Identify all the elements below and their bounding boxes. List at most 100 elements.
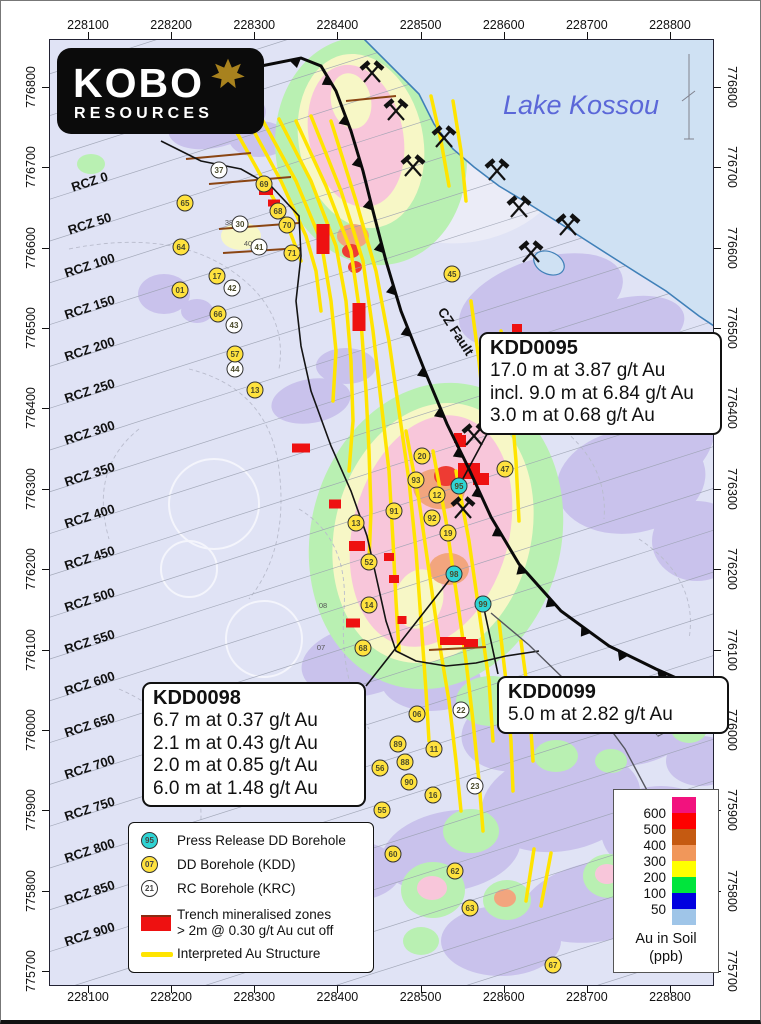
fault-tooth — [471, 486, 483, 498]
survey-mark — [681, 90, 696, 102]
dd-borehole-13: 13 — [347, 514, 365, 532]
topo-contour — [102, 428, 140, 540]
map-legend: 95 Press Release DD Borehole 07 DD Boreh… — [128, 822, 374, 973]
dd-borehole-52: 52 — [360, 553, 378, 571]
scale-tick: 600 — [643, 806, 666, 821]
dd-borehole-20: 20 — [413, 447, 431, 465]
axis-tick-left — [42, 729, 49, 731]
fault-tooth — [580, 625, 592, 637]
interpreted-au-structure — [261, 119, 338, 403]
dd-borehole-17: 17 — [208, 267, 226, 285]
soil-anomaly-blob — [556, 428, 706, 534]
axis-tick-top — [586, 32, 588, 39]
trench-mineralised-zone — [440, 637, 466, 645]
hammer-heads — [450, 496, 476, 507]
borehole-circle — [452, 701, 470, 719]
axis-label-top: 228400 — [316, 18, 359, 32]
axis-label-top: 228100 — [67, 18, 109, 32]
callout-line: 6.0 m at 1.48 g/t Au — [153, 777, 318, 799]
soil-anomaly-blob — [595, 749, 627, 773]
soil-anomaly-blob — [316, 348, 376, 384]
interpreted-au-structure — [524, 847, 536, 903]
borehole-circle — [172, 238, 190, 256]
callout-line: incl. 9.0 m at 6.84 g/t Au — [490, 382, 694, 404]
scale-title: Au in Soil — [635, 931, 697, 947]
dd-borehole-57: 57 — [226, 345, 244, 363]
interpreted-au-structure — [404, 429, 463, 813]
axis-label-bottom: 228600 — [482, 990, 525, 1004]
soil-anomaly-blob — [494, 889, 516, 907]
section-line — [49, 446, 714, 660]
borehole-circle — [443, 265, 461, 283]
borehole-number: 19 — [444, 529, 453, 538]
borehole-circle — [385, 502, 403, 520]
small-number-label: 07 — [317, 643, 325, 652]
axis-tick-bottom — [88, 986, 89, 993]
borehole-circle — [371, 759, 389, 777]
axis-tick-right — [714, 488, 721, 490]
borehole-circle — [389, 735, 407, 753]
axis-label-left: 776000 — [24, 709, 38, 751]
legend-label: Trench mineralised zones > 2m @ 0.30 g/t… — [177, 907, 334, 938]
dd-borehole-55: 55 — [373, 801, 391, 819]
callout-line: 2.1 m at 0.43 g/t Au — [153, 732, 318, 754]
axis-label-left: 776700 — [24, 146, 38, 189]
dd-borehole-01: 01 — [171, 281, 189, 299]
axis-tick-top — [171, 32, 173, 39]
historic-mine-icon — [383, 98, 409, 121]
borehole-number: 69 — [260, 180, 269, 189]
trench-mineralised-zone — [454, 433, 462, 443]
rc-borehole-41: 41 — [250, 238, 268, 256]
borehole-number: 41 — [255, 243, 264, 252]
axis-tick-left — [42, 569, 49, 571]
hammer-heads — [431, 125, 457, 136]
trench-mineralised-zone — [316, 224, 330, 254]
dd-borehole-63: 63 — [461, 899, 479, 917]
legend-item-rc-borehole: 21 RC Borehole (KRC) — [141, 880, 365, 897]
axis-tick-right — [714, 87, 721, 88]
callout-kdd0098: KDD0098 6.7 m at 0.37 g/t Au 2.1 m at 0.… — [142, 682, 366, 807]
historic-mine-icon — [400, 154, 426, 177]
dd-borehole-89: 89 — [389, 735, 407, 753]
borehole-number: 44 — [231, 365, 240, 374]
borehole-number: 99 — [479, 600, 488, 609]
section-line — [594, 947, 714, 986]
borehole-number: 06 — [413, 710, 422, 719]
au-structure-swatch-icon — [141, 951, 173, 957]
section-line — [463, 905, 714, 986]
borehole-number: 89 — [394, 740, 403, 749]
borehole-circle — [474, 595, 492, 613]
borehole-circle — [428, 486, 446, 504]
trench-line — [428, 646, 487, 651]
axis-label-right: 776100 — [725, 628, 739, 671]
trench-mineralised-zone — [346, 618, 360, 628]
axis-tick-right — [714, 247, 721, 249]
trench-mineralised-zone — [352, 303, 366, 331]
borehole-circle — [278, 216, 296, 234]
dd-borehole-65: 65 — [176, 194, 194, 212]
borehole-number: 01 — [176, 286, 185, 295]
axis-tick-left — [42, 87, 49, 88]
fault-tooth — [362, 199, 373, 211]
hammer-handles — [404, 158, 422, 177]
dd-borehole-90: 90 — [400, 773, 418, 791]
borehole-number: 47 — [501, 465, 510, 474]
axis-label-top: 228300 — [233, 18, 276, 32]
borehole-circle — [231, 215, 249, 233]
fault-tooth — [516, 564, 528, 575]
legend-item-dd-borehole: 07 DD Borehole (KDD) — [141, 856, 365, 873]
interpreted-au-structure — [539, 851, 553, 908]
borehole-number: 67 — [549, 961, 558, 970]
axis-tick-bottom — [254, 986, 256, 993]
axis-label-top: 228700 — [565, 18, 608, 32]
callout-line: 5.0 m at 2.82 g/t Au — [508, 704, 673, 725]
contour-ring — [225, 600, 303, 678]
borehole-number: 95 — [455, 482, 464, 491]
borehole-circle — [176, 194, 194, 212]
dd-borehole-70: 70 — [278, 216, 296, 234]
borehole-number: 30 — [236, 220, 245, 229]
callout-leader — [365, 573, 455, 687]
borehole-circle — [347, 514, 365, 532]
borehole-circle — [446, 862, 464, 880]
scale-tick: 300 — [643, 854, 666, 869]
